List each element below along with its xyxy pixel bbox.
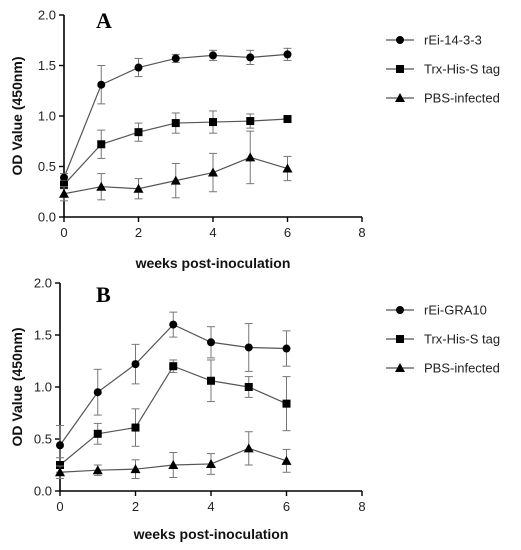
x-tick-label: 8 [358,499,365,514]
legend-label: PBS-infected [424,91,500,106]
data-point [208,167,218,177]
data-point [171,54,180,63]
data-point [246,117,255,126]
data-point [60,180,68,189]
data-point [243,443,254,453]
data-point [246,53,255,62]
data-point [168,460,179,469]
data-point [93,388,102,397]
x-tick-label: 2 [132,499,139,514]
data-point [282,163,293,173]
data-point [97,140,106,149]
y-tick-label: 0.0 [34,484,52,499]
data-point [282,399,291,408]
series-triangle [59,130,293,202]
data-point [55,467,65,477]
y-tick-label: 2.0 [38,8,56,23]
data-point [59,188,69,198]
data-point [245,152,256,162]
legend-marker [395,363,405,372]
data-point [97,80,106,89]
data-point [133,183,144,193]
data-point [283,50,292,59]
legend-marker [396,36,404,44]
data-point [169,320,178,329]
x-tick-label: 4 [207,499,214,514]
y-tick-label: 1.5 [38,58,56,73]
series-square [60,110,292,190]
data-point [244,343,253,352]
legend-label: rEi-GRA10 [424,303,487,318]
x-tick-label: 2 [135,225,142,240]
panel-letter: A [96,8,112,33]
series-circle [56,311,291,466]
x-tick-label: 8 [358,225,365,240]
data-point [130,464,141,474]
legend-marker [396,306,404,314]
panel-letter: B [96,282,111,307]
y-tick-label: 1.0 [38,109,56,124]
legend-marker [395,93,405,102]
y-tick-label: 0.5 [34,432,52,447]
y-tick-label: 1.0 [34,380,52,395]
y-tick-label: 0.0 [38,210,56,225]
data-point [283,115,292,124]
y-tick-label: 1.5 [34,328,52,343]
legend-label: PBS-infected [424,361,500,376]
data-point [134,128,143,137]
series-triangle [55,431,292,480]
chart-panel-b: 0.0 0.5 1.0 1.5 2.0 0 2 4 6 8 weeks post-inoculati… [9,276,500,543]
data-point [244,383,253,391]
y-axis-title: OD Value (450nm) [9,327,25,446]
y-axis-title: OD Value (450nm) [9,56,25,175]
data-point [131,423,140,432]
legend-label: Trx-His-S tag [424,332,500,347]
legend-marker [396,65,404,73]
data-point [281,455,292,465]
y-tick-label: 0.5 [38,159,56,174]
chart-panel-a: 0.0 0.5 1.0 1.5 2.0 0 2 4 6 8 weeks post-inoculati… [9,8,500,272]
data-point [209,51,217,60]
legend-marker [396,335,404,343]
data-point [207,338,215,347]
data-point [209,118,217,127]
data-point [171,119,180,128]
legend-label: rEi-14-3-3 [424,33,482,48]
data-point [93,429,102,438]
data-point [170,175,181,185]
x-axis-title: weeks post-inoculation [133,526,289,542]
x-axis-title: weeks post-inoculation [135,255,291,271]
x-tick-label: 0 [60,225,67,240]
data-point [207,376,215,385]
legend-label: Trx-His-S tag [424,62,500,77]
y-tick-label: 2.0 [34,276,52,291]
data-point [169,362,178,371]
data-point [206,458,216,468]
data-point [92,465,103,475]
x-tick-label: 4 [209,225,216,240]
series-square [56,359,291,473]
data-point [56,441,64,450]
data-point [60,173,68,182]
x-tick-label: 6 [284,225,291,240]
data-point [282,344,291,353]
x-tick-label: 6 [283,499,290,514]
data-point [96,181,107,191]
data-point [134,63,143,72]
x-tick-label: 0 [56,499,63,514]
data-point [56,461,64,469]
data-point [131,360,140,369]
